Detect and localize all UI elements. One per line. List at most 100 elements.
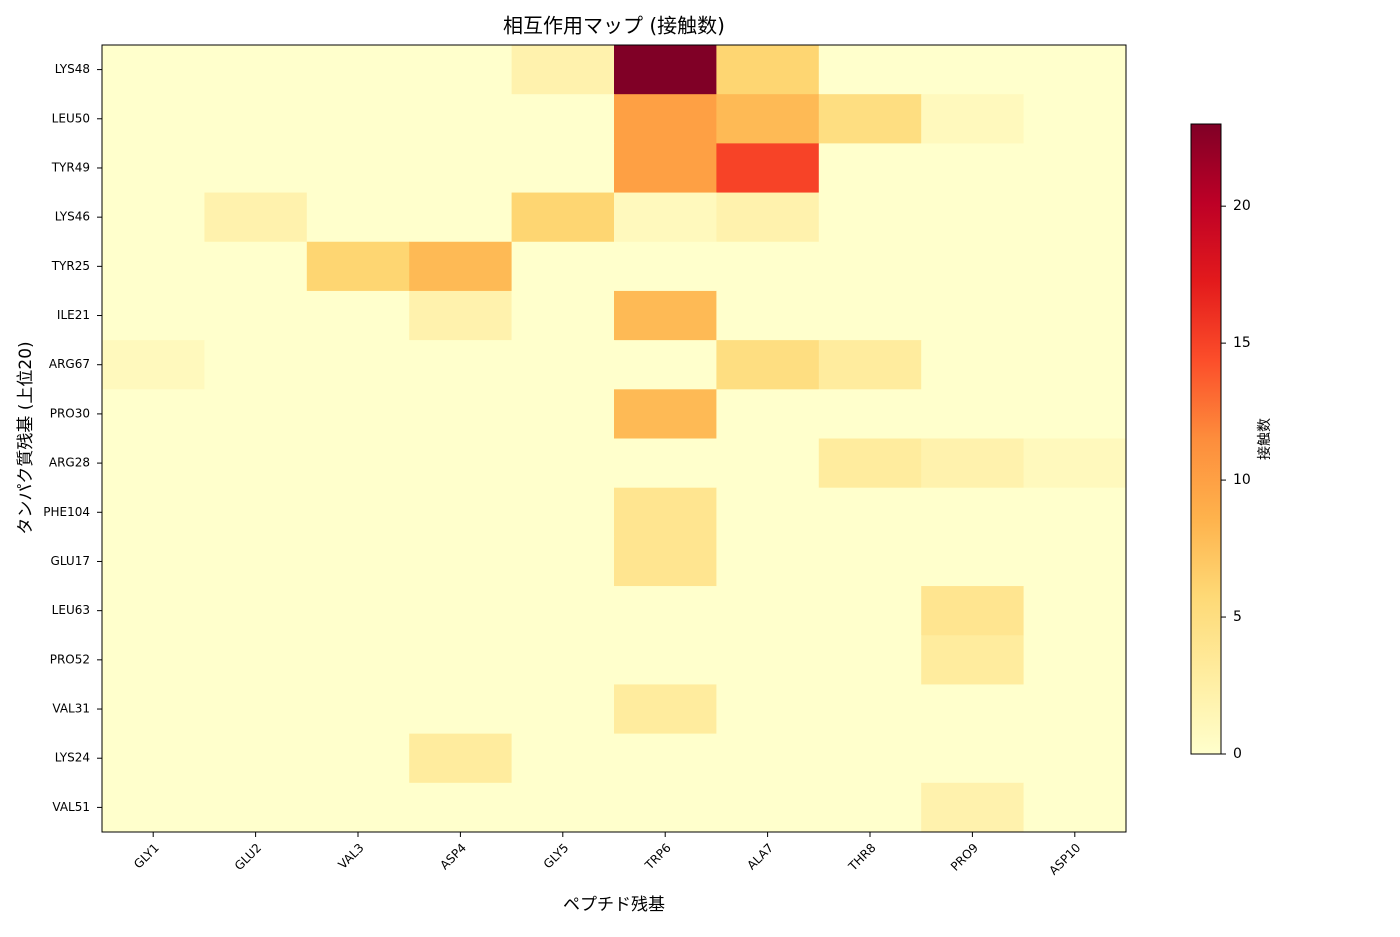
- heatmap-cell: [511, 94, 615, 144]
- heatmap-cell: [204, 635, 308, 685]
- x-tick-label: THR8: [845, 841, 878, 874]
- heatmap-cell: [204, 438, 308, 489]
- x-tick-label: ALA7: [744, 841, 776, 873]
- heatmap-cell: [204, 733, 308, 784]
- heatmap-cell: [921, 143, 1025, 194]
- heatmap-cell: [511, 389, 615, 439]
- heatmap-cell: [1023, 586, 1127, 636]
- heatmap-cell: [614, 290, 717, 341]
- heatmap-cell: [716, 94, 820, 144]
- heatmap-cell: [511, 340, 615, 390]
- heatmap-cell: [716, 143, 820, 194]
- heatmap-cell: [921, 487, 1025, 538]
- heatmap-cell: [921, 782, 1025, 833]
- heatmap-cell: [511, 635, 615, 685]
- heatmap-cell: [102, 536, 205, 587]
- heatmap-cell: [409, 45, 513, 95]
- heatmap-cell: [204, 487, 308, 538]
- heatmap-cell: [511, 192, 615, 243]
- colorbar-tick-label: 10: [1233, 472, 1251, 488]
- y-tick-label: ARG67: [49, 357, 90, 371]
- heatmap-cell: [511, 536, 615, 587]
- heatmap-cell: [409, 143, 513, 194]
- heatmap-cell: [409, 586, 513, 636]
- heatmap-cell: [204, 340, 308, 390]
- colorbar-tick-label: 5: [1233, 609, 1242, 625]
- heatmap-cell: [511, 487, 615, 538]
- heatmap-cell: [1023, 733, 1127, 784]
- heatmap-cell: [818, 684, 922, 735]
- heatmap-cell: [818, 290, 922, 341]
- heatmap-cell: [102, 192, 205, 243]
- heatmap-cell: [102, 241, 205, 292]
- heatmap-cell: [614, 536, 717, 587]
- colorbar-tick-label: 20: [1233, 198, 1251, 214]
- heatmap-cell: [306, 290, 410, 341]
- heatmap-cell: [102, 290, 205, 341]
- y-tick-label: PRO30: [50, 406, 90, 420]
- heatmap-cell: [102, 635, 205, 685]
- x-tick-label: TRP6: [642, 841, 674, 873]
- heatmap-cell: [1023, 192, 1127, 243]
- heatmap-cell: [511, 782, 615, 833]
- heatmap-cell: [204, 684, 308, 735]
- heatmap-cell: [409, 733, 513, 784]
- heatmap-cell: [511, 733, 615, 784]
- heatmap-cell: [1023, 45, 1127, 95]
- heatmap-cell: [614, 45, 717, 95]
- heatmap-cell: [306, 635, 410, 685]
- colorbar: [1190, 123, 1222, 755]
- heatmap-cell: [818, 635, 922, 685]
- heatmap-cell: [716, 340, 820, 390]
- heatmap-cell: [409, 192, 513, 243]
- heatmap-cell: [716, 733, 820, 784]
- heatmap-cell: [306, 94, 410, 144]
- heatmap-cell: [818, 389, 922, 439]
- heatmap-cell: [1023, 389, 1127, 439]
- heatmap-cell: [409, 340, 513, 390]
- y-tick-label: GLU17: [51, 554, 90, 568]
- heatmap-cell: [614, 684, 717, 735]
- heatmap-cell: [409, 536, 513, 587]
- heatmap-cell: [716, 684, 820, 735]
- heatmap-cell: [102, 389, 205, 439]
- heatmap-cell: [306, 192, 410, 243]
- heatmap-cell: [102, 782, 205, 833]
- heatmap-cell: [921, 684, 1025, 735]
- heatmap-cell: [204, 586, 308, 636]
- heatmap-cell: [1023, 94, 1127, 144]
- y-tick-label: ARG28: [49, 456, 90, 470]
- y-tick-label: LYS46: [55, 210, 90, 224]
- x-axis-label: ペプチド残基: [563, 895, 665, 915]
- heatmap-cell: [511, 143, 615, 194]
- heatmap-cell: [614, 635, 717, 685]
- heatmap-cell: [409, 635, 513, 685]
- heatmap-cell: [921, 733, 1025, 784]
- heatmap-cell: [511, 241, 615, 292]
- heatmap-cell: [306, 241, 410, 292]
- heatmap-cell: [102, 94, 205, 144]
- heatmap-cell: [409, 487, 513, 538]
- heatmap-cell: [511, 45, 615, 95]
- x-tick-label: GLU2: [232, 841, 264, 873]
- heatmap-cell: [1023, 438, 1127, 489]
- heatmap-cell: [921, 389, 1025, 439]
- heatmap-cell: [204, 536, 308, 587]
- x-tick-label: ASP10: [1046, 841, 1083, 878]
- heatmap-cell: [921, 241, 1025, 292]
- heatmap-cell: [818, 143, 922, 194]
- heatmap-cell: [511, 684, 615, 735]
- heatmap-cell: [306, 487, 410, 538]
- heatmap-cell: [614, 340, 717, 390]
- heatmap-cell: [716, 536, 820, 587]
- heatmap-cell: [614, 143, 717, 194]
- heatmap-cell: [102, 438, 205, 489]
- heatmap-cell: [102, 143, 205, 194]
- heatmap-cell: [306, 782, 410, 833]
- heatmap-cell: [204, 389, 308, 439]
- heatmap-cell: [511, 438, 615, 489]
- heatmap-cell: [409, 290, 513, 341]
- y-tick-label: VAL31: [52, 702, 90, 716]
- colorbar-tick-label: 0: [1233, 746, 1242, 762]
